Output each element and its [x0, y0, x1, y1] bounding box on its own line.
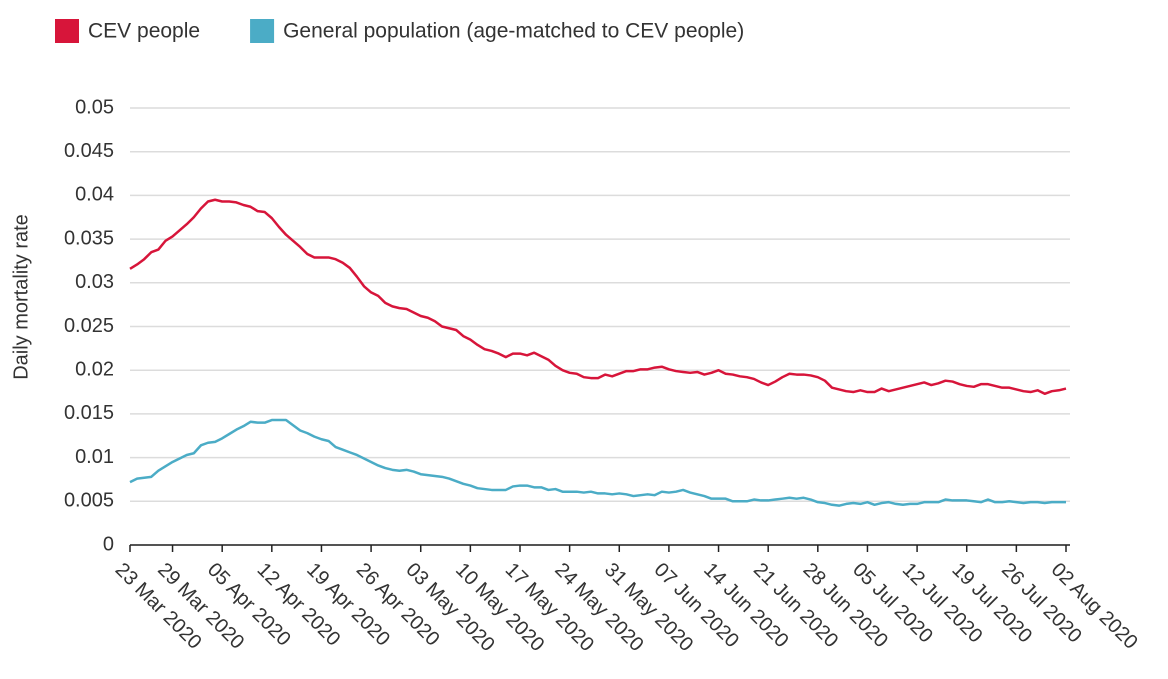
legend-label: General population (age-matched to CEV p…	[283, 20, 744, 43]
legend-swatch	[55, 19, 79, 43]
y-tick-label: 0.045	[64, 140, 114, 162]
legend-swatch	[250, 19, 275, 43]
y-tick-label: 0	[103, 533, 114, 555]
y-tick-label: 0.04	[75, 184, 114, 206]
y-tick-label: 0.025	[64, 315, 114, 337]
legend-label: CEV people	[88, 20, 200, 43]
y-tick-label: 0.035	[64, 227, 114, 249]
y-axis-label: Daily mortality rate	[10, 214, 32, 380]
y-tick-label: 0.05	[75, 96, 114, 118]
y-tick-label: 0.02	[75, 358, 114, 380]
y-tick-label: 0.015	[64, 402, 114, 424]
y-tick-label: 0.005	[64, 490, 114, 512]
series-line	[129, 418, 1066, 507]
y-tick-label: 0.03	[75, 271, 114, 293]
y-tick-label: 0.01	[75, 446, 114, 468]
series-line	[129, 198, 1067, 396]
